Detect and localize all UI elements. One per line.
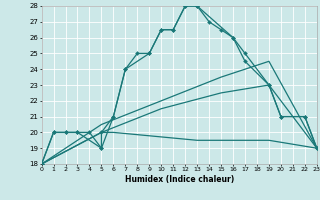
X-axis label: Humidex (Indice chaleur): Humidex (Indice chaleur) bbox=[124, 175, 234, 184]
